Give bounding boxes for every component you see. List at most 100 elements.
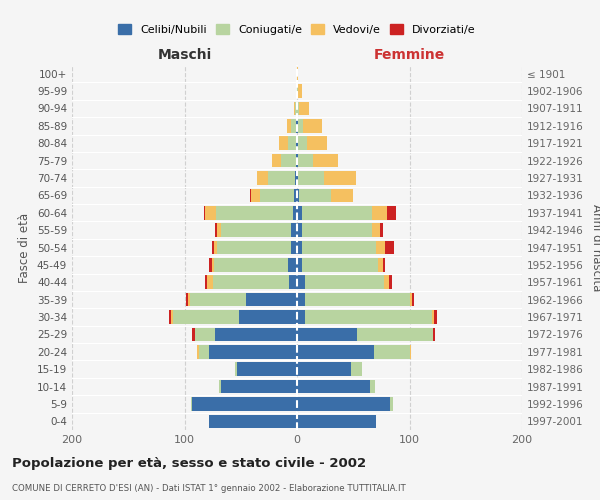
- Bar: [214, 240, 217, 254]
- Bar: [212, 276, 289, 289]
- Bar: [235, 362, 238, 376]
- Bar: [302, 240, 376, 254]
- Bar: [432, 310, 434, 324]
- Bar: [173, 310, 239, 324]
- Bar: [251, 188, 260, 202]
- Bar: [197, 345, 199, 358]
- Bar: [297, 414, 376, 428]
- Bar: [298, 84, 302, 98]
- Bar: [296, 119, 297, 132]
- Bar: [297, 362, 351, 376]
- Bar: [171, 310, 173, 324]
- Bar: [305, 276, 383, 289]
- Bar: [209, 345, 297, 358]
- Bar: [373, 206, 387, 220]
- Bar: [298, 154, 313, 168]
- Legend: Celibi/Nubili, Coniugati/e, Vedovi/e, Divorziati/e: Celibi/Nubili, Coniugati/e, Vedovi/e, Di…: [114, 20, 480, 39]
- Bar: [299, 188, 331, 202]
- Bar: [409, 345, 410, 358]
- Bar: [297, 206, 302, 220]
- Bar: [297, 293, 305, 306]
- Bar: [193, 397, 297, 410]
- Bar: [216, 206, 293, 220]
- Bar: [238, 362, 297, 376]
- Bar: [221, 380, 297, 394]
- Bar: [191, 397, 193, 410]
- Bar: [297, 397, 391, 410]
- Bar: [260, 188, 293, 202]
- Bar: [295, 171, 297, 185]
- Bar: [409, 293, 412, 306]
- Bar: [299, 102, 310, 115]
- Bar: [324, 171, 355, 185]
- Bar: [205, 276, 207, 289]
- Bar: [272, 154, 281, 168]
- Bar: [297, 258, 302, 272]
- Bar: [215, 328, 297, 341]
- Bar: [293, 188, 297, 202]
- Bar: [305, 293, 409, 306]
- Bar: [287, 119, 292, 132]
- Bar: [295, 102, 297, 115]
- Bar: [199, 345, 209, 358]
- Bar: [302, 258, 378, 272]
- Text: Popolazione per età, sesso e stato civile - 2002: Popolazione per età, sesso e stato civil…: [12, 458, 366, 470]
- Y-axis label: Fasce di età: Fasce di età: [19, 212, 31, 282]
- Bar: [296, 136, 297, 150]
- Bar: [313, 154, 337, 168]
- Bar: [391, 397, 392, 410]
- Bar: [239, 310, 297, 324]
- Bar: [297, 188, 299, 202]
- Bar: [293, 206, 297, 220]
- Bar: [247, 293, 297, 306]
- Bar: [297, 84, 298, 98]
- Bar: [289, 276, 297, 289]
- Bar: [302, 119, 322, 132]
- Bar: [296, 154, 297, 168]
- Bar: [217, 224, 221, 237]
- Bar: [434, 310, 437, 324]
- Y-axis label: Anni di nascita: Anni di nascita: [590, 204, 600, 291]
- Bar: [373, 345, 409, 358]
- Bar: [376, 240, 385, 254]
- Bar: [298, 171, 324, 185]
- Bar: [297, 328, 356, 341]
- Bar: [288, 136, 296, 150]
- Bar: [387, 206, 396, 220]
- Bar: [307, 136, 328, 150]
- Bar: [209, 258, 212, 272]
- Bar: [292, 240, 297, 254]
- Bar: [250, 188, 251, 202]
- Bar: [214, 258, 288, 272]
- Bar: [297, 310, 305, 324]
- Bar: [297, 67, 298, 80]
- Bar: [412, 293, 414, 306]
- Bar: [297, 154, 298, 168]
- Bar: [193, 328, 194, 341]
- Bar: [279, 136, 288, 150]
- Bar: [433, 328, 436, 341]
- Bar: [297, 102, 299, 115]
- Bar: [292, 224, 297, 237]
- Bar: [302, 224, 373, 237]
- Bar: [373, 224, 380, 237]
- Bar: [297, 171, 298, 185]
- Bar: [305, 310, 432, 324]
- Bar: [221, 224, 292, 237]
- Bar: [169, 310, 171, 324]
- Text: COMUNE DI CERRETO D'ESI (AN) - Dati ISTAT 1° gennaio 2002 - Elaborazione TUTTITA: COMUNE DI CERRETO D'ESI (AN) - Dati ISTA…: [12, 484, 406, 493]
- Bar: [185, 293, 188, 306]
- Bar: [212, 240, 214, 254]
- Bar: [380, 224, 383, 237]
- Bar: [297, 240, 302, 254]
- Bar: [385, 240, 394, 254]
- Bar: [220, 380, 221, 394]
- Bar: [215, 224, 217, 237]
- Bar: [351, 362, 362, 376]
- Bar: [203, 206, 205, 220]
- Bar: [297, 224, 302, 237]
- Bar: [297, 380, 370, 394]
- Bar: [190, 293, 247, 306]
- Bar: [378, 258, 383, 272]
- Bar: [209, 414, 297, 428]
